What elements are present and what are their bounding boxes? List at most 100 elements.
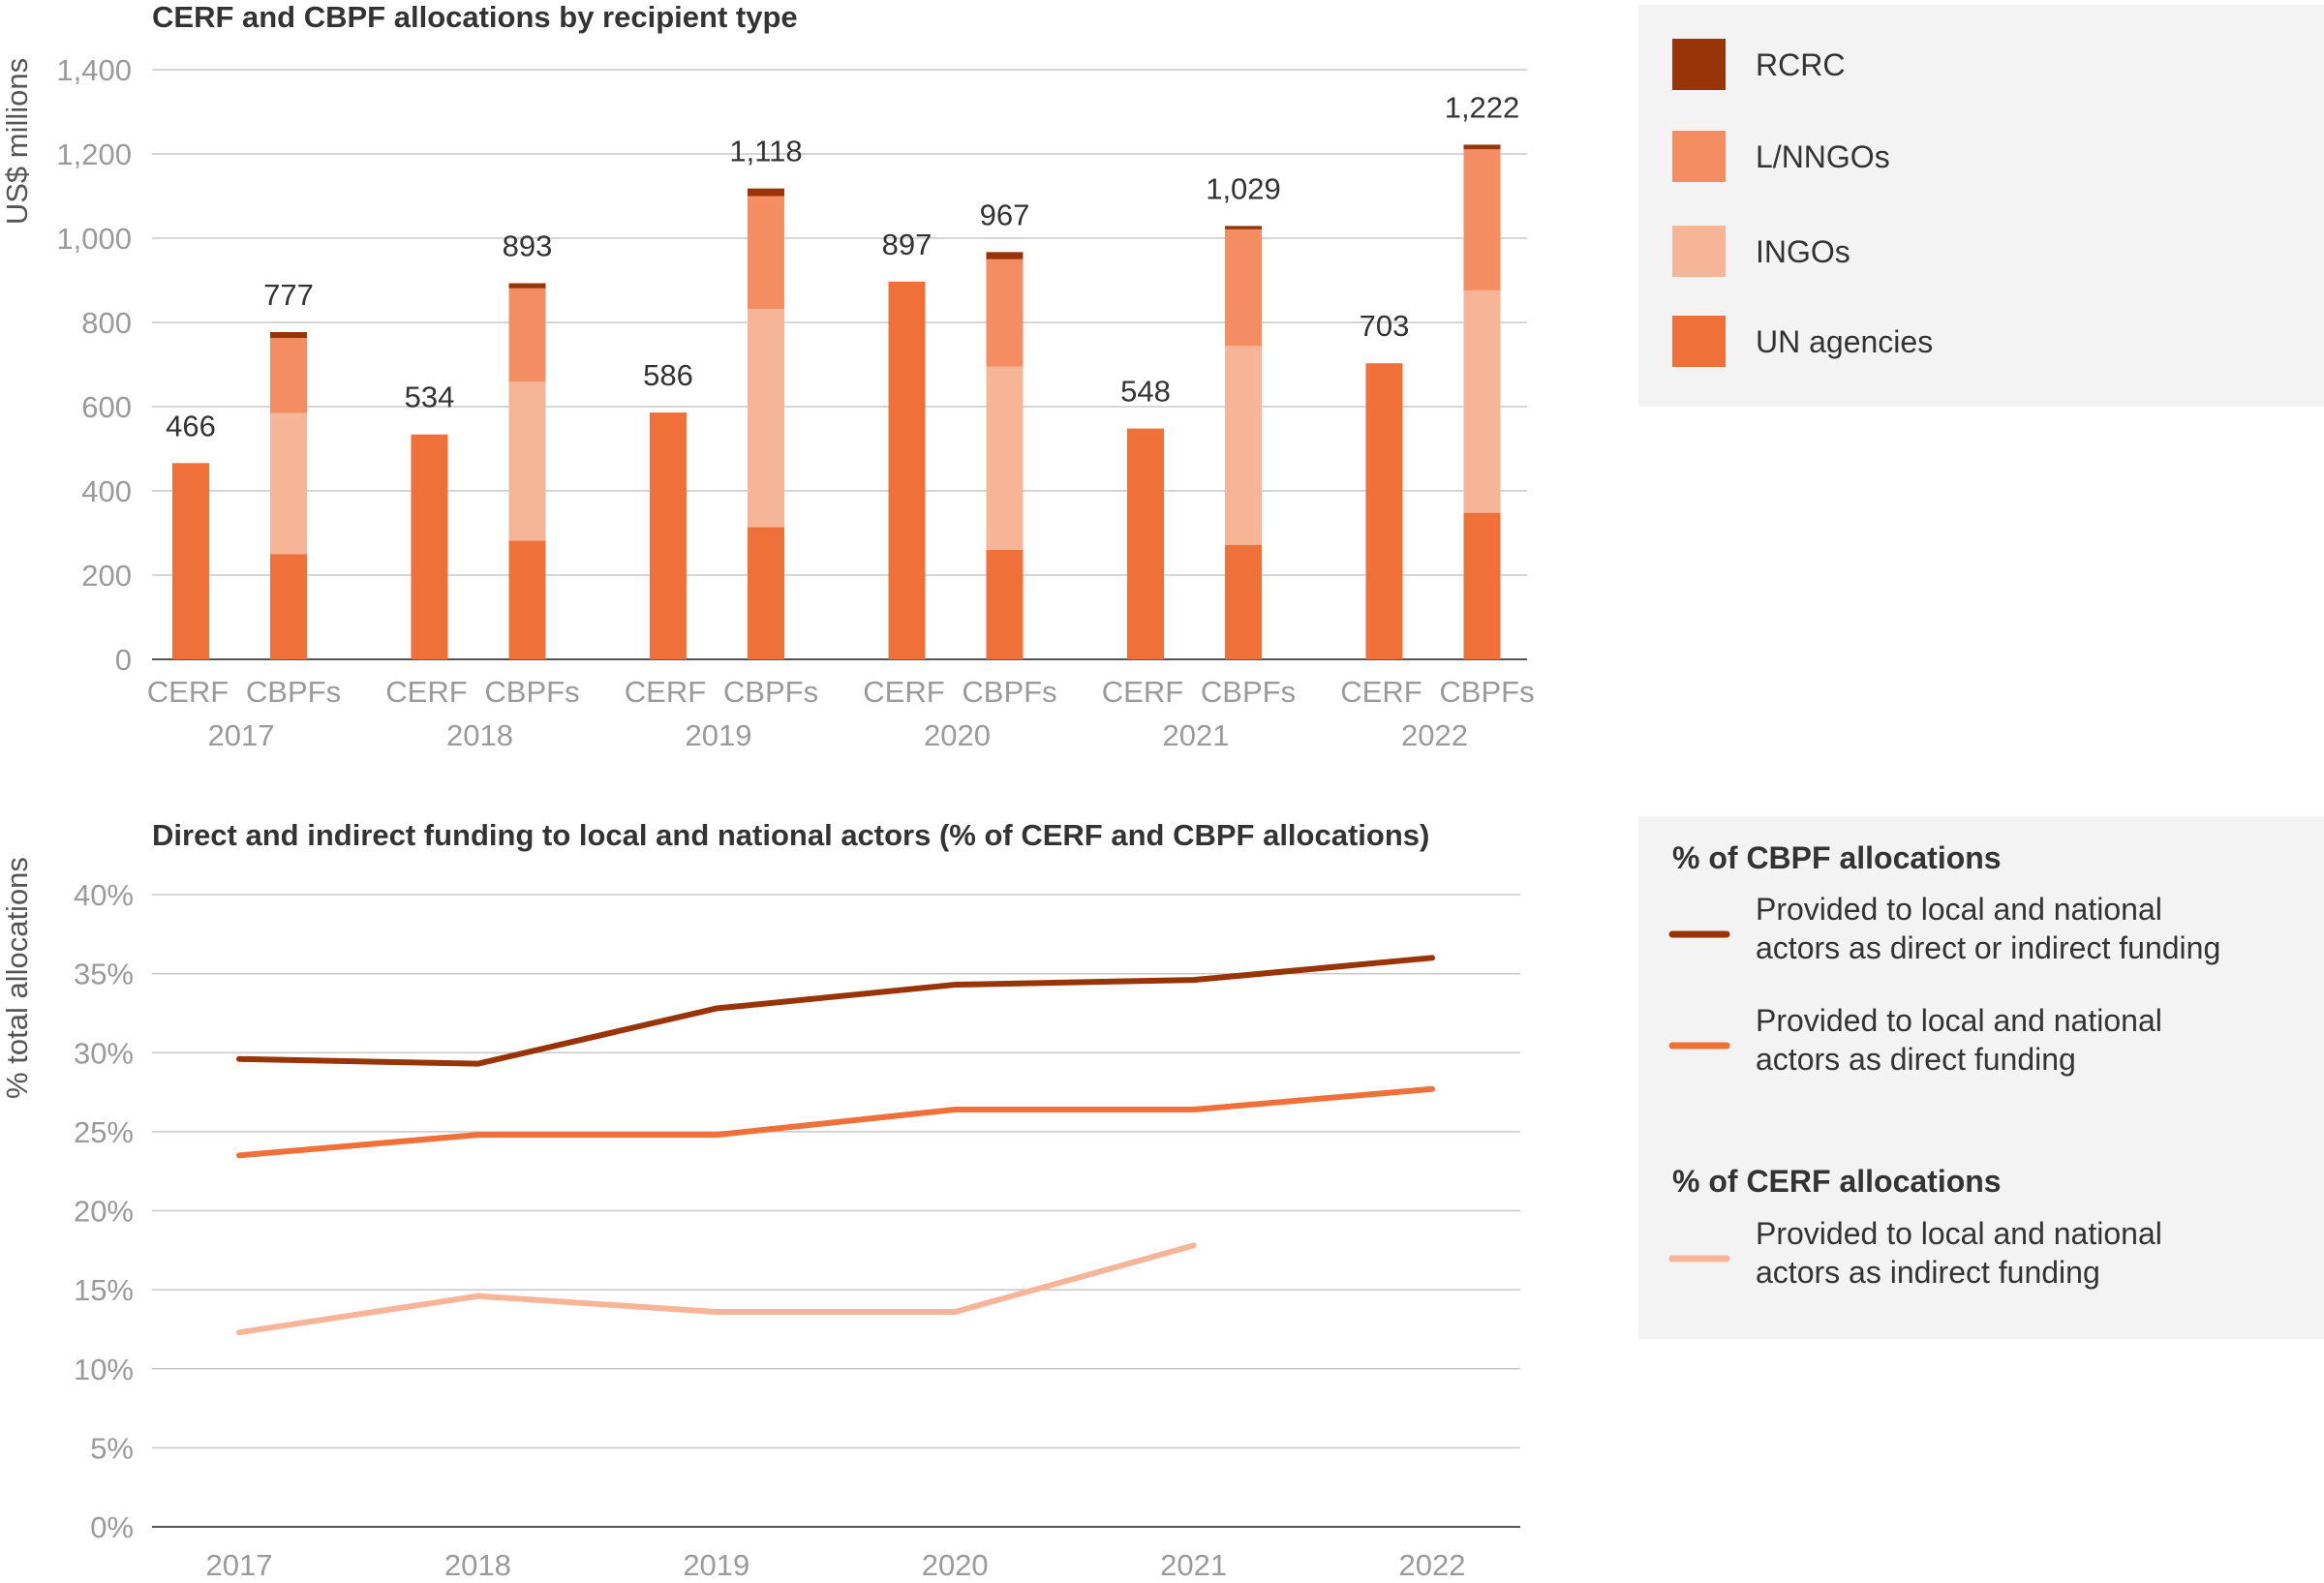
line-legend-label: Provided to local and national [1756,892,2162,927]
bar-segment-l-nngos [270,338,307,413]
line-x-tick-label: 2022 [1399,1548,1466,1582]
bar-year-label: 2017 [208,718,275,752]
bar-y-tick-label: 1,200 [56,137,132,171]
bar-segment-un-agencies [986,549,1024,659]
bar-total-label: 967 [980,198,1030,231]
line-y-tick-label: 35% [74,958,134,991]
line-x-tick-label: 2021 [1160,1548,1227,1582]
bar-segment-rcrc [748,188,784,197]
bar-y-tick-label: 1,000 [56,222,132,256]
bar-segment-rcrc [1225,226,1262,229]
line-legend-heading: % of CBPF allocations [1672,840,2002,875]
bar-total-label: 703 [1360,309,1410,343]
bar-segment-un-agencies [411,434,448,659]
bar-fund-label: CERF [863,675,944,709]
bar-chart-y-axis-label: US$ millions [0,58,34,225]
line-x-tick-label: 2017 [206,1548,273,1582]
line-legend-label: Provided to local and national [1756,1216,2162,1251]
bar-year-label: 2020 [924,718,991,752]
bar-segment-l-nngos [508,288,546,382]
bar-y-tick-label: 400 [81,474,132,508]
line-chart-gridlines [152,894,1520,1528]
bar-fund-label: CERF [625,675,706,709]
bar-segment-un-agencies [508,540,546,659]
bar-total-label: 1,118 [729,135,802,168]
legend-label: UN agencies [1756,324,1933,359]
bar-year-label: 2022 [1401,718,1468,752]
bar-total-label: 1,222 [1445,90,1520,124]
line-y-tick-label: 20% [74,1195,134,1229]
bar-total-label: 548 [1120,375,1171,409]
bar-total-label: 893 [503,229,553,263]
bar-segment-un-agencies [1463,512,1501,659]
line-x-tick-label: 2020 [922,1548,989,1582]
bar-chart-y-ticks: 0 200 400 600 800 1,000 1,200 1,400 [56,53,132,677]
bar-total-label: 777 [263,278,314,312]
bar-y-tick-label: 600 [81,390,132,424]
line-chart-x-ticks: 2017 2018 2019 2020 2021 2022 [206,1548,1466,1582]
bar-segment-rcrc [270,332,307,339]
bar-fund-label: CERF [385,675,467,709]
legend-swatch-l-nngos [1672,131,1726,182]
line-y-tick-label: 15% [74,1273,134,1307]
bar-segment-rcrc [508,283,546,289]
bar-fund-label: CERF [147,675,229,709]
bar-chart-gridlines [152,69,1527,660]
line-series-3 [236,1242,1197,1336]
bar-chart-legend: RCRC L/NNGOs INGOs UN agencies [1638,5,2324,407]
bar-segment-rcrc [1463,144,1501,150]
line-legend-background [1638,816,2324,1339]
bar-total-label: 897 [882,228,933,261]
bar-fund-label: CERF [1102,675,1183,709]
line-y-tick-label: 5% [90,1431,134,1465]
bar-segment-l-nngos [986,259,1024,367]
bar-segment-rcrc [986,252,1024,259]
bar-segment-un-agencies [1365,363,1403,659]
line-legend-heading: % of CERF allocations [1672,1164,2002,1199]
bar-segment-un-agencies [888,281,926,659]
legend-swatch-ingos [1672,226,1726,277]
bar-segment-un-agencies [748,527,784,659]
bar-total-label: 466 [166,409,216,442]
bar-total-label: 1,029 [1206,171,1281,205]
bar-segment-un-agencies [270,554,307,659]
bar-fund-label: CBPFs [246,675,341,709]
legend-label: L/NNGOs [1756,139,1890,174]
line-chart-legend: % of CBPF allocations Provided to local a… [1638,816,2324,1339]
bar-segment-un-agencies [650,412,687,659]
legend-label: INGOs [1756,234,1850,269]
line-legend-label: actors as direct or indirect funding [1756,930,2220,965]
line-y-tick-label: 40% [74,878,134,912]
bar-segment-l-nngos [748,196,784,310]
bar-segment-ingos [1225,346,1262,545]
bar-fund-label: CBPFs [962,675,1056,709]
bar-segment-l-nngos [1463,149,1501,290]
bar-total-label: 586 [643,358,693,392]
bar-chart-x-labels: CERF CBPFs 2017 CERF CBPFs 2018 CERF CBPFs 2019 C… [147,675,1535,752]
bar-chart-title: CERF and CBPF allocations by recipient t… [152,0,798,34]
bar-segment-ingos [986,366,1024,550]
line-chart-y-axis-label: % total allocations [0,857,34,1099]
line-legend-label: actors as indirect funding [1756,1255,2100,1290]
bar-fund-label: CBPFs [723,675,818,709]
legend-swatch-un-agencies [1672,316,1726,367]
line-series-2 [236,1085,1435,1159]
bar-total-label: 534 [405,381,455,414]
bar-y-tick-label: 0 [115,643,132,677]
line-chart-title: Direct and indirect funding to local and… [152,818,1429,852]
bar-legend-background [1638,5,2324,407]
bar-segment-un-agencies [1225,544,1262,659]
line-x-tick-label: 2019 [683,1548,749,1582]
line-legend-label: Provided to local and national [1756,1003,2162,1038]
line-legend-label: actors as direct funding [1756,1042,2076,1077]
bar-segment-ingos [1463,289,1501,513]
bar-segment-ingos [270,412,307,555]
bar-segment-l-nngos [1225,228,1262,347]
bar-segment-un-agencies [1127,428,1164,659]
line-chart-series [236,955,1435,1336]
line-x-tick-label: 2018 [444,1548,511,1582]
line-y-tick-label: 0% [90,1510,134,1544]
legend-label: RCRC [1756,47,1845,82]
bar-y-tick-label: 800 [81,306,132,340]
